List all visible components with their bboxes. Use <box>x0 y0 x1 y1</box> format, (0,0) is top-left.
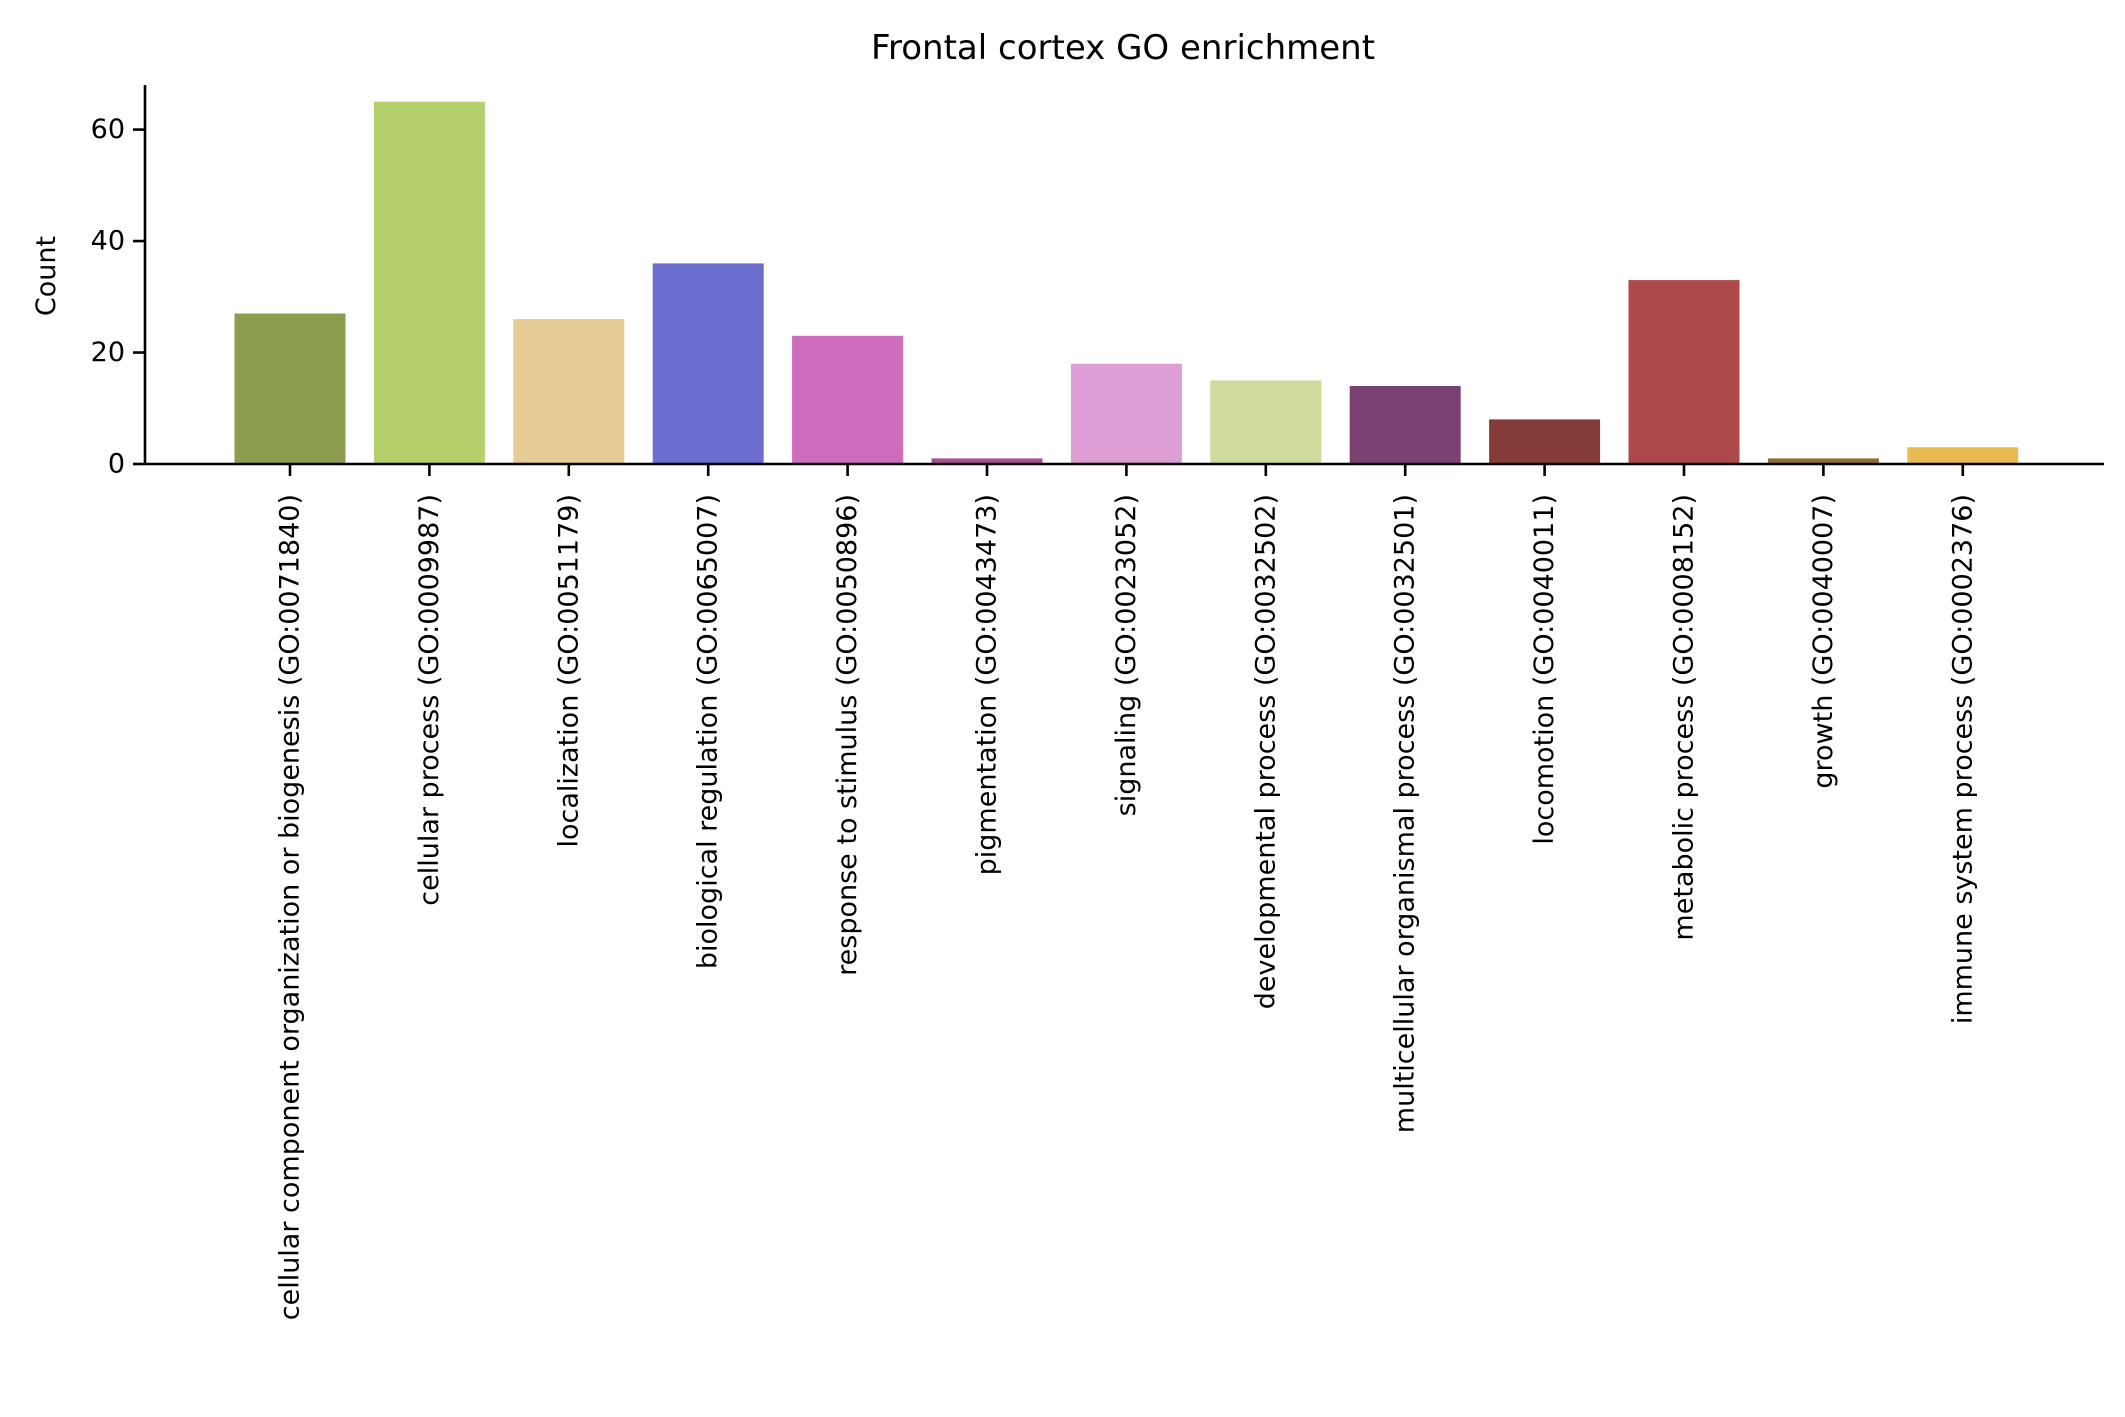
bar <box>1907 447 2019 464</box>
y-axis-ticks: 0 20 40 60 <box>91 114 145 480</box>
y-tick-label: 60 <box>91 114 125 145</box>
bar <box>1767 458 1879 464</box>
bars <box>234 101 2019 464</box>
x-tick-label: biological regulation (GO:0065007) <box>693 494 724 969</box>
bar <box>1489 419 1601 464</box>
x-tick-label: pigmentation (GO:0043473) <box>972 494 1003 875</box>
bar <box>931 458 1043 464</box>
bar <box>1349 386 1461 464</box>
y-tick-label: 40 <box>91 226 125 257</box>
x-tick-label: localization (GO:0051179) <box>553 494 584 848</box>
x-tick-label: cellular process (GO:0009987) <box>414 494 445 906</box>
y-tick-label: 0 <box>108 449 125 480</box>
x-tick-label: growth (GO:0040007) <box>1808 494 1839 789</box>
bar <box>652 263 764 464</box>
y-axis-label: Count <box>31 236 62 316</box>
bar <box>1210 380 1322 464</box>
bar <box>792 335 904 464</box>
x-axis-ticks: cellular component organization or bioge… <box>275 464 1978 1320</box>
x-tick-label: multicellular organismal process (GO:003… <box>1390 494 1421 1133</box>
y-tick-label: 20 <box>91 337 125 368</box>
chart-title: Frontal cortex GO enrichment <box>871 28 1375 68</box>
x-tick-label: locomotion (GO:0040011) <box>1529 494 1560 845</box>
x-tick-label: developmental process (GO:0032502) <box>1250 494 1281 1009</box>
bar <box>234 313 346 464</box>
x-tick-label: immune system process (GO:0002376) <box>1947 494 1978 1024</box>
bar <box>1628 280 1740 464</box>
x-tick-label: cellular component organization or bioge… <box>275 494 306 1320</box>
bar <box>513 319 625 464</box>
x-tick-label: metabolic process (GO:0008152) <box>1669 494 1700 941</box>
x-tick-label: signaling (GO:0023052) <box>1111 494 1142 816</box>
x-tick-label: response to stimulus (GO:0050896) <box>832 494 863 976</box>
bar <box>1070 363 1182 464</box>
bar <box>373 101 485 464</box>
